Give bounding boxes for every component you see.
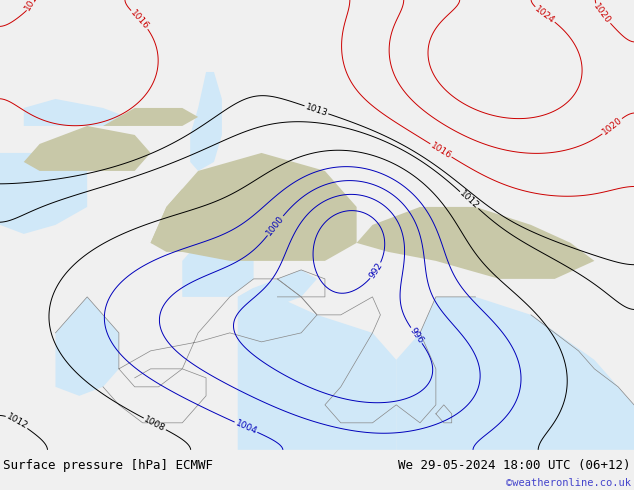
- Text: 1000: 1000: [264, 214, 286, 238]
- Text: 1004: 1004: [234, 418, 258, 436]
- Text: 1024: 1024: [533, 4, 557, 25]
- Polygon shape: [24, 99, 127, 126]
- Text: 1012: 1012: [458, 189, 481, 211]
- Polygon shape: [183, 243, 254, 297]
- Polygon shape: [0, 153, 87, 234]
- Text: 1016: 1016: [23, 0, 43, 12]
- Polygon shape: [56, 297, 119, 396]
- Text: 992: 992: [368, 261, 384, 280]
- Text: 1013: 1013: [304, 102, 328, 118]
- Text: 1020: 1020: [592, 2, 612, 26]
- Text: 1016: 1016: [429, 141, 453, 160]
- Text: 1016: 1016: [129, 8, 151, 31]
- Polygon shape: [396, 297, 634, 450]
- Text: Surface pressure [hPa] ECMWF: Surface pressure [hPa] ECMWF: [3, 460, 213, 472]
- Text: 1008: 1008: [143, 415, 167, 433]
- Polygon shape: [150, 189, 198, 252]
- Polygon shape: [238, 270, 317, 306]
- Polygon shape: [24, 126, 150, 171]
- Polygon shape: [356, 207, 595, 279]
- Polygon shape: [190, 72, 222, 171]
- Polygon shape: [238, 288, 396, 450]
- Text: We 29-05-2024 18:00 UTC (06+12): We 29-05-2024 18:00 UTC (06+12): [398, 460, 631, 472]
- Text: 996: 996: [408, 326, 425, 345]
- Polygon shape: [103, 108, 198, 126]
- Text: ©weatheronline.co.uk: ©weatheronline.co.uk: [506, 478, 631, 488]
- Text: 1012: 1012: [5, 412, 29, 431]
- Polygon shape: [150, 153, 356, 261]
- Text: 1020: 1020: [600, 116, 624, 137]
